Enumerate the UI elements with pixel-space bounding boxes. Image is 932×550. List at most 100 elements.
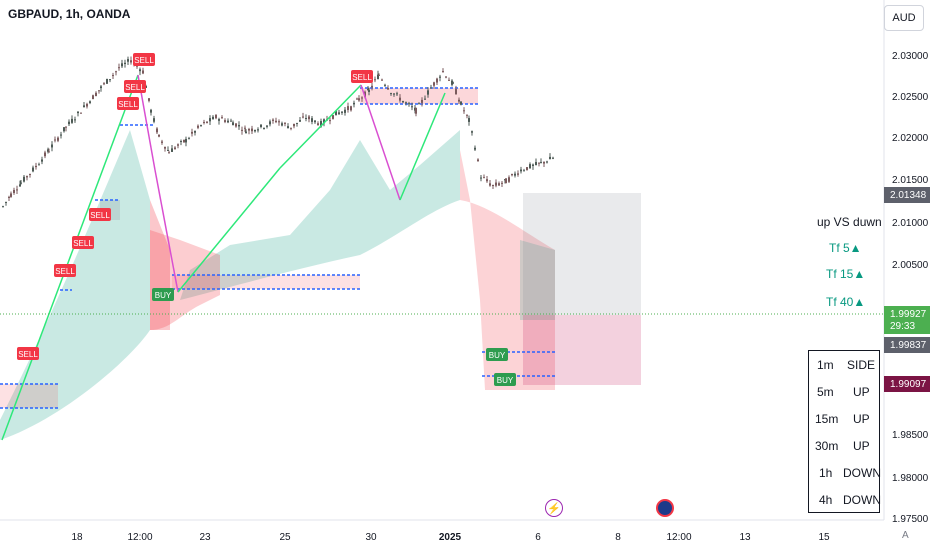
sell-signal: SELL bbox=[351, 70, 373, 83]
candle-body bbox=[452, 82, 454, 84]
trend-value: UP bbox=[853, 385, 870, 399]
candle-body bbox=[136, 65, 138, 67]
sell-signal-bg bbox=[54, 264, 76, 277]
indicator-title: up VS duwn bbox=[817, 215, 882, 229]
candle-body bbox=[384, 84, 386, 86]
candle-body bbox=[338, 112, 340, 115]
buy-signal: BUY bbox=[486, 348, 508, 361]
candle-body bbox=[486, 179, 488, 182]
time-tick: 15 bbox=[818, 532, 830, 543]
candle-body bbox=[323, 119, 325, 124]
sell-signal-label: SELL bbox=[90, 211, 110, 220]
candle-body bbox=[511, 174, 513, 176]
trend-table: 1m SIDE 5m UP 15m UP 30m UP 1h DOWN 4h D… bbox=[808, 350, 881, 513]
trend-tf: 30m bbox=[815, 439, 839, 453]
candle-body bbox=[396, 93, 398, 95]
symbol-title[interactable]: GBPAUD, 1h, OANDA bbox=[8, 7, 131, 21]
candle-body bbox=[103, 83, 105, 85]
candle-body bbox=[483, 177, 485, 179]
candle-body bbox=[54, 139, 56, 141]
candle-body bbox=[118, 67, 120, 69]
candle-body bbox=[436, 78, 438, 83]
sell-signal-label: SELL bbox=[352, 73, 372, 82]
band-red-2 bbox=[150, 230, 220, 330]
candle-body bbox=[156, 128, 158, 133]
buy-signal-bg bbox=[486, 348, 508, 361]
current-price-tag-text: 1.99927 bbox=[890, 309, 927, 320]
candle-body bbox=[235, 123, 237, 127]
candle-body bbox=[227, 120, 229, 123]
candle-body bbox=[314, 120, 316, 123]
auto-scale-button[interactable]: A bbox=[902, 530, 909, 541]
tf-5-label: Tf 5▲ bbox=[829, 241, 862, 255]
candle-body bbox=[232, 122, 234, 126]
candle-body bbox=[317, 123, 319, 125]
buy-signal-label: BUY bbox=[497, 376, 514, 385]
candle-body bbox=[387, 87, 389, 90]
candle-body bbox=[153, 118, 155, 122]
candle-body bbox=[191, 131, 193, 134]
currency-button[interactable]: AUD bbox=[884, 5, 924, 31]
sell-signal-bg bbox=[117, 97, 139, 110]
time-tick: 6 bbox=[535, 532, 541, 543]
sell-signal-label: SELL bbox=[18, 350, 38, 359]
trend-row-4h: 4h DOWN bbox=[809, 486, 881, 513]
candle-body bbox=[19, 184, 21, 187]
candle-body bbox=[549, 156, 551, 160]
candle-body bbox=[174, 147, 176, 150]
candle-body bbox=[405, 102, 407, 104]
candle-body bbox=[296, 122, 298, 124]
time-tick: 12:00 bbox=[666, 532, 691, 543]
australia-flag-icon[interactable] bbox=[656, 499, 674, 517]
candle-body bbox=[371, 85, 373, 88]
price-tick: 2.02500 bbox=[892, 92, 929, 103]
candle-body bbox=[442, 71, 444, 73]
price-tick: 1.98000 bbox=[892, 473, 929, 484]
candle-body bbox=[448, 79, 450, 81]
tf-40-label: Tf 40▲ bbox=[826, 295, 866, 309]
candle-body bbox=[272, 119, 274, 121]
sell-signal-bg bbox=[17, 347, 39, 360]
level-high-tag: 2.01348 bbox=[884, 187, 930, 203]
candle-body bbox=[77, 111, 79, 114]
candle-body bbox=[115, 71, 117, 73]
candle-body bbox=[517, 173, 519, 175]
candle-body bbox=[212, 116, 214, 120]
candle-body bbox=[543, 161, 545, 164]
candle-body bbox=[263, 127, 265, 129]
buy-signal-label: BUY bbox=[155, 291, 172, 300]
candle-body bbox=[98, 90, 100, 92]
candle-body bbox=[248, 129, 250, 131]
candle-body bbox=[538, 162, 540, 164]
buy-signal-label: BUY bbox=[489, 351, 506, 360]
candle-body bbox=[89, 101, 91, 104]
candle-body bbox=[540, 161, 542, 163]
candle-body bbox=[287, 126, 289, 129]
price-tick: 1.97500 bbox=[892, 514, 929, 525]
candle-body bbox=[299, 120, 301, 122]
level-high-tag-text: 2.01348 bbox=[890, 190, 927, 201]
buy-signal-bg bbox=[494, 373, 516, 386]
lightning-icon[interactable]: ⚡ bbox=[545, 499, 563, 517]
candle-body bbox=[278, 121, 280, 123]
sell-signal-bg bbox=[124, 80, 146, 93]
candle-body bbox=[35, 165, 37, 168]
candle-body bbox=[421, 99, 423, 103]
candle-body bbox=[44, 152, 46, 157]
candle-body bbox=[390, 93, 392, 95]
candle-body bbox=[161, 141, 163, 143]
zigzag-segment bbox=[360, 84, 401, 201]
candle-body bbox=[251, 128, 253, 132]
candle-body bbox=[148, 98, 150, 101]
trend-row-5m: 5m UP bbox=[809, 378, 879, 405]
band-green-4 bbox=[520, 240, 555, 320]
candle-body bbox=[311, 118, 313, 122]
time-tick: 2025 bbox=[439, 532, 462, 543]
candle-body bbox=[284, 122, 286, 124]
price-tick: 2.01000 bbox=[892, 218, 929, 229]
candle-body bbox=[48, 151, 50, 153]
candle-body bbox=[224, 120, 226, 122]
candle-body bbox=[142, 70, 144, 74]
